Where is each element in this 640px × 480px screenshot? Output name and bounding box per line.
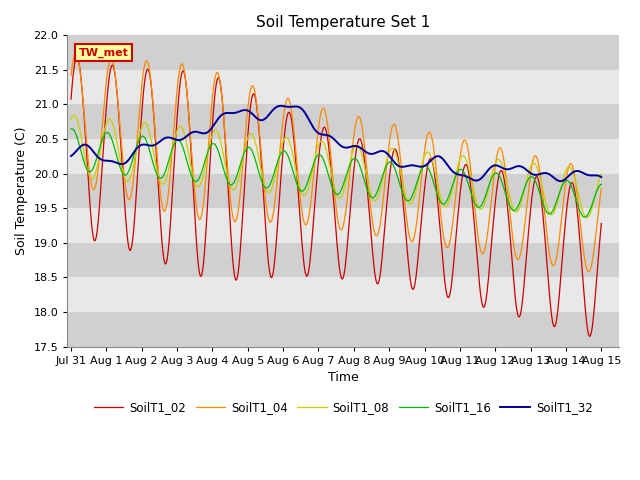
SoilT1_08 bbox=[598, 171, 605, 177]
SoilT1_16 bbox=[77, 149, 85, 155]
SoilT1_08 bbox=[67, 117, 75, 123]
Text: TW_met: TW_met bbox=[79, 48, 129, 58]
SoilT1_02 bbox=[598, 221, 605, 227]
SoilT1_16 bbox=[598, 181, 605, 187]
SoilT1_04 bbox=[585, 269, 593, 275]
SoilT1_32 bbox=[417, 164, 424, 169]
SoilT1_04 bbox=[132, 151, 140, 157]
Bar bbox=[67, 174, 619, 208]
SoilT1_02 bbox=[186, 127, 193, 133]
SoilT1_04 bbox=[214, 70, 221, 76]
SoilT1_08 bbox=[214, 130, 221, 135]
SoilT1_04 bbox=[401, 203, 409, 208]
SoilT1_02 bbox=[401, 222, 409, 228]
SoilT1_08 bbox=[417, 167, 424, 173]
SoilT1_02 bbox=[132, 197, 140, 203]
SoilT1_32 bbox=[67, 153, 75, 159]
Bar bbox=[67, 105, 619, 139]
SoilT1_32 bbox=[276, 103, 284, 109]
Line: SoilT1_08: SoilT1_08 bbox=[71, 115, 602, 217]
Legend: SoilT1_02, SoilT1_04, SoilT1_08, SoilT1_16, SoilT1_32: SoilT1_02, SoilT1_04, SoilT1_08, SoilT1_… bbox=[89, 396, 597, 419]
SoilT1_16 bbox=[186, 168, 193, 174]
Title: Soil Temperature Set 1: Soil Temperature Set 1 bbox=[256, 15, 431, 30]
SoilT1_32 bbox=[77, 144, 84, 149]
Bar bbox=[67, 243, 619, 277]
Y-axis label: Soil Temperature (C): Soil Temperature (C) bbox=[15, 127, 28, 255]
SoilT1_16 bbox=[132, 145, 140, 151]
SoilT1_04 bbox=[598, 186, 605, 192]
SoilT1_16 bbox=[417, 169, 424, 175]
SoilT1_04 bbox=[72, 50, 80, 56]
X-axis label: Time: Time bbox=[328, 371, 358, 384]
SoilT1_08 bbox=[401, 191, 409, 196]
SoilT1_04 bbox=[186, 124, 193, 130]
SoilT1_16 bbox=[67, 126, 75, 132]
SoilT1_08 bbox=[77, 135, 85, 141]
Bar bbox=[67, 277, 619, 312]
Bar bbox=[67, 70, 619, 105]
SoilT1_08 bbox=[132, 150, 140, 156]
SoilT1_02 bbox=[214, 75, 221, 81]
SoilT1_02 bbox=[73, 54, 81, 60]
Bar bbox=[67, 36, 619, 70]
Bar bbox=[67, 208, 619, 243]
Bar bbox=[67, 139, 619, 174]
SoilT1_32 bbox=[598, 174, 605, 180]
SoilT1_32 bbox=[213, 118, 221, 123]
SoilT1_02 bbox=[67, 96, 75, 102]
SoilT1_16 bbox=[581, 214, 589, 220]
SoilT1_32 bbox=[131, 148, 139, 154]
SoilT1_04 bbox=[417, 184, 424, 190]
SoilT1_02 bbox=[586, 334, 593, 339]
SoilT1_16 bbox=[214, 147, 221, 153]
SoilT1_16 bbox=[68, 126, 76, 132]
SoilT1_08 bbox=[584, 215, 591, 220]
SoilT1_02 bbox=[77, 79, 85, 84]
SoilT1_02 bbox=[417, 226, 424, 232]
SoilT1_08 bbox=[186, 157, 193, 163]
SoilT1_32 bbox=[185, 132, 193, 137]
Line: SoilT1_32: SoilT1_32 bbox=[71, 106, 602, 181]
Bar bbox=[67, 312, 619, 347]
SoilT1_04 bbox=[67, 72, 75, 78]
SoilT1_32 bbox=[401, 164, 409, 169]
SoilT1_04 bbox=[77, 80, 85, 85]
Line: SoilT1_02: SoilT1_02 bbox=[71, 57, 602, 336]
SoilT1_16 bbox=[401, 196, 409, 202]
Line: SoilT1_04: SoilT1_04 bbox=[71, 53, 602, 272]
SoilT1_08 bbox=[70, 112, 78, 118]
SoilT1_32 bbox=[557, 178, 564, 184]
Line: SoilT1_16: SoilT1_16 bbox=[71, 129, 602, 217]
